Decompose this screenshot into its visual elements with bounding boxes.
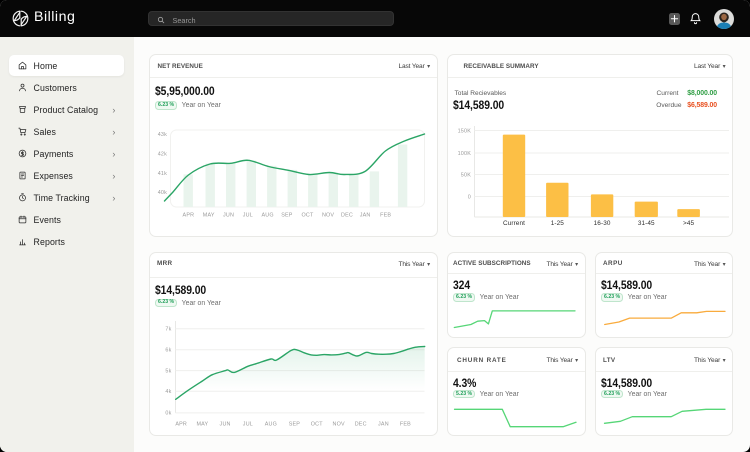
svg-text:100K: 100K <box>457 151 471 157</box>
svg-text:5k: 5k <box>165 368 171 374</box>
svg-text:JAN: JAN <box>359 213 370 219</box>
svg-text:JUL: JUL <box>242 213 252 219</box>
svg-text:AUG: AUG <box>264 421 276 427</box>
svg-text:43k: 43k <box>157 132 166 138</box>
svg-text:JAN: JAN <box>378 421 389 427</box>
svg-text:4k: 4k <box>165 389 171 395</box>
svg-text:AUG: AUG <box>261 213 273 219</box>
svg-text:JUN: JUN <box>219 421 230 427</box>
svg-text:JUL: JUL <box>242 421 252 427</box>
svg-text:FEB: FEB <box>399 421 410 427</box>
svg-text:SEP: SEP <box>288 421 300 427</box>
svg-text:0k: 0k <box>165 410 171 416</box>
svg-text:APR: APR <box>175 421 187 427</box>
svg-text:6k: 6k <box>165 347 171 353</box>
svg-text:41k: 41k <box>157 171 166 177</box>
svg-text:DEC: DEC <box>354 421 366 427</box>
svg-text:50K: 50K <box>460 172 470 178</box>
svg-text:NOV: NOV <box>321 213 333 219</box>
svg-text:42k: 42k <box>157 152 166 158</box>
svg-text:NOV: NOV <box>332 421 344 427</box>
svg-text:SEP: SEP <box>281 213 293 219</box>
svg-text:MAY: MAY <box>196 421 208 427</box>
svg-text:31-45: 31-45 <box>637 220 654 227</box>
svg-text:DEC: DEC <box>341 213 353 219</box>
svg-text:150K: 150K <box>457 128 471 134</box>
svg-text:40k: 40k <box>157 190 166 196</box>
svg-text:16-30: 16-30 <box>593 220 610 227</box>
svg-text:OCT: OCT <box>301 213 313 219</box>
svg-text:Current: Current <box>502 220 524 227</box>
svg-text:>45: >45 <box>683 220 694 227</box>
svg-text:MAY: MAY <box>202 213 214 219</box>
svg-text:1-25: 1-25 <box>550 220 564 227</box>
svg-text:FEB: FEB <box>380 213 391 219</box>
svg-text:JUN: JUN <box>222 213 233 219</box>
svg-text:7k: 7k <box>165 326 171 332</box>
svg-text:0: 0 <box>467 194 470 200</box>
svg-text:APR: APR <box>182 213 194 219</box>
svg-text:OCT: OCT <box>310 421 322 427</box>
